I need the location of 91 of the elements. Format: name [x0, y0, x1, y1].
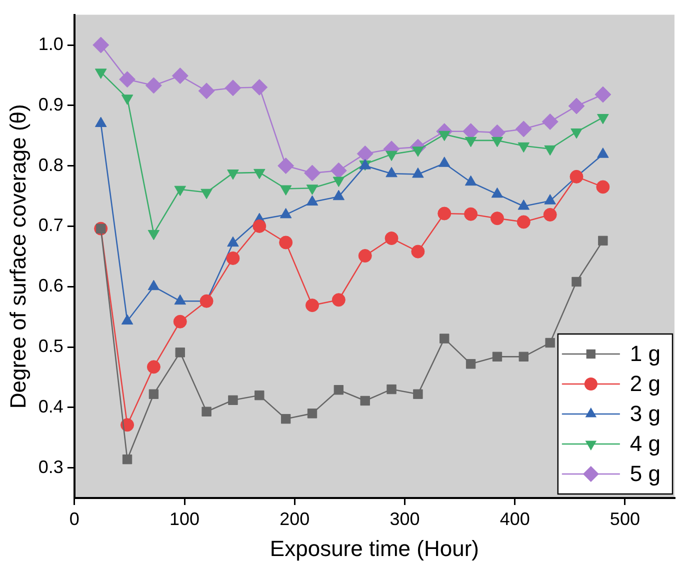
point: [332, 293, 346, 307]
point: [306, 298, 319, 312]
point: [330, 162, 347, 179]
point: [173, 314, 187, 328]
point: [92, 36, 110, 54]
point: [596, 180, 610, 194]
point: [306, 184, 318, 195]
point: [386, 150, 398, 162]
y-tick-label: 0.5: [38, 336, 64, 356]
point: [304, 164, 320, 182]
point: [122, 454, 132, 464]
point: [464, 136, 477, 148]
point: [598, 236, 608, 246]
point: [280, 414, 291, 424]
point: [307, 408, 318, 418]
point: [226, 251, 240, 265]
y-tick-label: 0.4: [38, 396, 64, 416]
point: [200, 294, 214, 308]
x-tick-label: 400: [500, 508, 530, 529]
point: [515, 120, 532, 138]
point: [119, 71, 136, 88]
point: [148, 389, 159, 399]
point: [334, 385, 344, 395]
legend-label: 2 g: [630, 371, 661, 396]
y-tick-label: 0.3: [38, 456, 64, 477]
point: [120, 418, 134, 432]
point: [224, 80, 242, 96]
point: [148, 230, 160, 240]
point: [121, 94, 134, 105]
point: [570, 128, 582, 139]
x-tick-label: 500: [610, 508, 640, 529]
legend-label: 3 g: [630, 401, 661, 426]
y-tick-label: 0.7: [38, 215, 64, 236]
point: [358, 249, 372, 263]
point: [227, 170, 239, 180]
point: [280, 185, 292, 196]
point: [544, 145, 556, 156]
point: [251, 79, 268, 96]
x-axis-title: Exposure time (Hour): [270, 536, 479, 561]
point: [518, 352, 528, 362]
point: [597, 114, 609, 124]
point: [518, 142, 530, 153]
point: [145, 77, 162, 94]
y-tick-label: 1.0: [38, 34, 64, 54]
point: [492, 352, 502, 362]
point: [440, 334, 450, 344]
point: [386, 384, 396, 394]
x-tick-label: 300: [390, 508, 420, 529]
legend-label: 4 g: [630, 431, 661, 456]
legend-label: 5 g: [630, 461, 661, 486]
point: [413, 389, 423, 399]
legend-label: 1 g: [630, 341, 661, 366]
point: [570, 170, 584, 184]
point: [174, 186, 186, 196]
y-tick-label: 0.8: [38, 154, 64, 175]
point: [94, 68, 107, 79]
point: [594, 86, 612, 103]
point: [545, 338, 555, 348]
point: [360, 396, 370, 406]
point: [278, 158, 294, 174]
point: [543, 208, 557, 222]
x-tick-label: 200: [280, 508, 310, 529]
point: [516, 215, 530, 229]
point: [568, 98, 585, 114]
y-tick-label: 0.9: [38, 94, 64, 114]
x-tick-label: 100: [170, 508, 200, 529]
point: [279, 236, 293, 250]
y-axis-title: Degree of surface coverage (θ): [5, 104, 30, 409]
point: [356, 145, 374, 162]
point: [466, 359, 476, 369]
point: [252, 219, 266, 233]
point: [172, 68, 188, 84]
point: [384, 232, 398, 246]
point: [254, 168, 266, 180]
point: [200, 188, 212, 200]
point: [202, 406, 212, 416]
point: [438, 206, 452, 220]
point: [490, 212, 504, 226]
point: [542, 113, 558, 130]
point: [572, 276, 582, 287]
y-tick-label: 0.6: [38, 276, 64, 296]
point: [254, 390, 264, 400]
point: [411, 244, 425, 258]
point: [332, 176, 345, 188]
x-tick-label: 0: [69, 508, 80, 529]
point: [491, 136, 504, 148]
point: [464, 207, 478, 221]
point: [175, 348, 185, 358]
point: [146, 360, 160, 374]
point: [228, 395, 238, 405]
point: [198, 82, 215, 100]
